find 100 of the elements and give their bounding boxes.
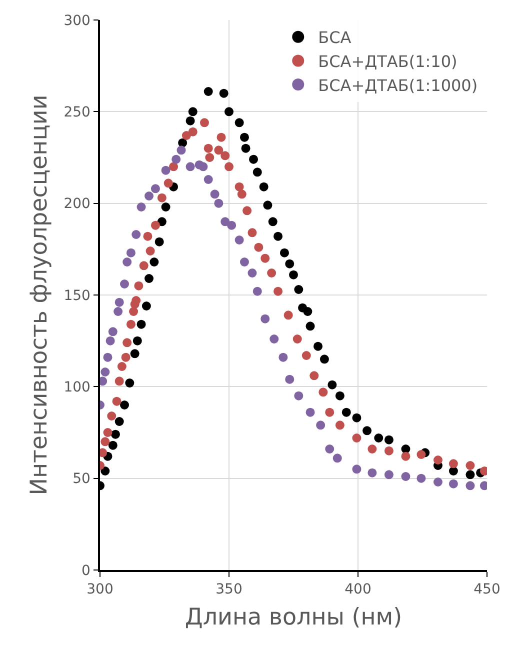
point (103, 428, 112, 437)
point (224, 162, 234, 172)
point (186, 162, 195, 172)
point (270, 334, 279, 344)
point (150, 258, 159, 266)
point (112, 396, 122, 406)
point (157, 217, 166, 226)
point (176, 146, 186, 155)
y-tick-label: 100 (64, 380, 90, 396)
point (114, 417, 124, 426)
point (416, 450, 426, 459)
point (114, 307, 123, 316)
point (205, 153, 214, 162)
point (285, 259, 294, 268)
point (368, 444, 377, 454)
point (302, 351, 311, 360)
point (186, 116, 195, 126)
point (204, 87, 213, 96)
point (306, 408, 315, 417)
point (130, 349, 140, 358)
point (292, 334, 302, 344)
y-tick-label: 0 (82, 562, 90, 579)
point (259, 182, 268, 192)
point (200, 118, 209, 128)
point (318, 388, 328, 397)
point (294, 285, 304, 294)
point (433, 478, 442, 486)
point (352, 413, 362, 422)
point (274, 286, 283, 296)
point (267, 268, 276, 278)
point (448, 466, 458, 476)
point (248, 268, 257, 278)
point (234, 182, 244, 192)
point (210, 190, 220, 199)
point (129, 307, 138, 316)
point (188, 107, 198, 116)
point (278, 352, 288, 362)
point (122, 258, 132, 266)
point (188, 127, 198, 136)
point (157, 193, 166, 202)
point (237, 190, 246, 199)
point (335, 420, 344, 430)
x-tick-label: 400 (344, 582, 372, 598)
point (125, 378, 134, 388)
point (433, 456, 442, 464)
point (164, 178, 173, 188)
point (280, 248, 289, 258)
point (362, 426, 372, 436)
point (132, 230, 141, 239)
point (142, 302, 151, 310)
point (126, 320, 136, 329)
point (254, 242, 264, 252)
point (144, 274, 154, 283)
point (161, 202, 170, 212)
point (284, 310, 293, 320)
point (249, 154, 258, 164)
point (260, 314, 270, 324)
point (352, 434, 362, 442)
point (172, 154, 181, 164)
point (401, 452, 410, 461)
point (132, 296, 141, 305)
x-tick-label: 350 (216, 582, 242, 598)
point (316, 420, 326, 430)
point (219, 88, 228, 98)
point (466, 481, 475, 490)
point (139, 261, 148, 270)
point (100, 437, 110, 446)
point (303, 307, 312, 316)
point (108, 440, 118, 450)
point (384, 435, 394, 444)
point (466, 470, 475, 480)
point (114, 298, 124, 307)
point (182, 131, 191, 140)
point (146, 246, 155, 256)
legend-label: БСА (318, 28, 352, 48)
point (204, 144, 213, 153)
point (294, 391, 304, 400)
point (227, 220, 236, 230)
y-axis-title: Интенсивность флуолресценции (26, 94, 53, 496)
legend-label: БСА+ДТАБ(1:10) (318, 52, 458, 71)
point (240, 258, 249, 266)
point (352, 464, 362, 474)
y-tick-label: 150 (64, 288, 90, 304)
point (234, 236, 244, 244)
x-axis-title: Длина волны (нм) (184, 604, 402, 631)
point (100, 368, 110, 376)
point (214, 146, 224, 155)
point (122, 338, 132, 348)
point (144, 192, 154, 200)
point (120, 400, 130, 410)
point (285, 374, 294, 384)
point (234, 118, 244, 128)
point (448, 459, 458, 468)
point (306, 322, 315, 331)
point (126, 248, 136, 258)
point (335, 391, 344, 400)
point (134, 281, 144, 290)
point (103, 352, 112, 362)
point (136, 202, 146, 212)
y-tick-label: 300 (64, 12, 90, 29)
